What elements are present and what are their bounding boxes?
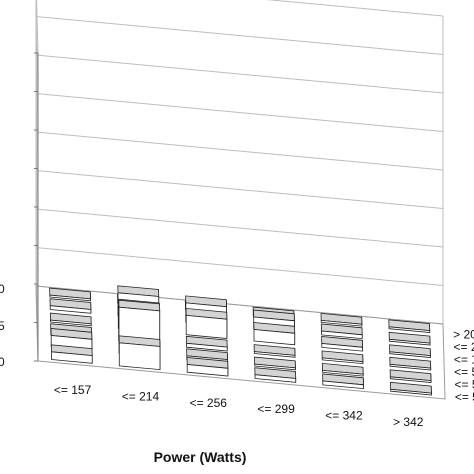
gridline (35, 131, 444, 208)
bar-front (389, 351, 431, 358)
bar (388, 319, 431, 333)
bar (390, 381, 432, 396)
bar (321, 336, 363, 352)
bar-front (49, 294, 91, 302)
bar (389, 356, 432, 371)
bar (322, 373, 364, 390)
bar (253, 322, 296, 346)
bar (388, 331, 431, 346)
chart-walls (34, 0, 446, 400)
depth-tick-label: <= 5 (455, 377, 474, 391)
bar-front (389, 363, 432, 371)
bar (320, 312, 363, 327)
depth-tick-label: <= 5 (455, 390, 474, 404)
gridline (35, 54, 444, 131)
chart-labels: <= 157<= 214<= 256<= 299<= 342> 342<= 5<… (0, 282, 474, 429)
bar (389, 344, 431, 358)
bar (185, 307, 228, 339)
gridline (35, 15, 444, 92)
gridline (35, 208, 444, 285)
bar-front (118, 342, 161, 371)
y-tick-label: 5 (0, 319, 5, 333)
bar-front (49, 305, 92, 314)
bar (253, 344, 296, 358)
depth-tick-label: <= 20 (454, 340, 474, 354)
bar-front (388, 338, 431, 346)
bar-front (322, 369, 364, 377)
bar-front (390, 388, 432, 396)
gridline (35, 246, 444, 323)
bar-front (321, 343, 363, 352)
floor (35, 285, 446, 400)
bar-front (321, 330, 363, 340)
bar-front (389, 376, 432, 383)
bar (49, 298, 92, 314)
bar (185, 335, 228, 352)
bar-front (322, 380, 364, 390)
depth-tick-label: > 20 (453, 327, 474, 341)
bar-front (186, 364, 229, 377)
bar-front (253, 351, 296, 358)
gridline (35, 92, 444, 169)
bar (49, 312, 92, 327)
bar-front (253, 329, 296, 346)
bar-front (388, 326, 431, 333)
bar (50, 344, 93, 364)
bar (118, 335, 161, 371)
x-tick-label: <= 157 (54, 383, 92, 397)
bar-front (51, 351, 93, 364)
bar-front (320, 319, 363, 327)
bar-front (321, 357, 364, 365)
x-tick-label: > 342 (393, 415, 424, 429)
bar-front (50, 319, 92, 327)
y-tick-label: 0 (0, 355, 5, 369)
bar (321, 362, 364, 377)
x-tick-label: <= 299 (257, 402, 295, 416)
bar (186, 357, 229, 377)
x-tick-label: <= 342 (325, 409, 363, 423)
bar (320, 323, 363, 340)
gridline (36, 0, 444, 54)
bar (49, 287, 91, 302)
bar-front (185, 314, 228, 339)
x-axis-title: Power (Watts) (154, 449, 247, 465)
bar (254, 356, 296, 371)
x-tick-label: <= 256 (190, 396, 228, 410)
gridline (35, 169, 444, 246)
bar (389, 369, 432, 383)
y-tick-label: 0 (0, 282, 5, 296)
x-tick-label: <= 214 (122, 390, 160, 404)
gridline (35, 285, 444, 362)
bar-front (254, 363, 296, 371)
depth-tick-label: <= 10 (454, 352, 474, 366)
bar (254, 367, 297, 383)
chart-bars (49, 285, 432, 396)
bar-front (254, 374, 297, 383)
depth-tick-label: <= 5 (454, 365, 474, 379)
bar-front (186, 342, 228, 352)
bar (321, 350, 364, 365)
